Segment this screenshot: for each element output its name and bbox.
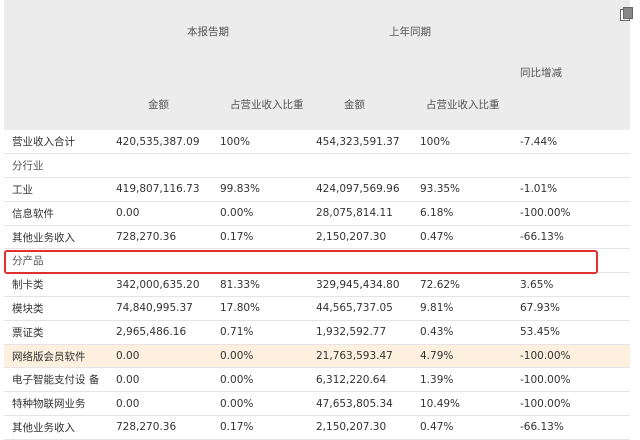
table-row: 特种物联网业务 0.00 0.00% 47,653,805.34 10.49% …	[4, 392, 630, 416]
table-row-highlighted: 网络版会员软件 0.00 0.00% 21,763,593.47 4.79% -…	[4, 344, 630, 368]
current-amount: 342,000,635.20	[116, 278, 200, 291]
current-ratio: 0.17%	[220, 421, 254, 434]
copy-icon[interactable]	[620, 7, 633, 21]
header-current-ratio: 占营业收入比重	[212, 84, 308, 130]
header-prior-period: 上年同期	[308, 0, 512, 84]
yoy-change: -66.13%	[520, 421, 564, 434]
prior-ratio: 6.18%	[420, 207, 454, 220]
prior-amount: 47,653,805.34	[316, 397, 393, 410]
current-amount: 2,965,486.16	[116, 326, 187, 339]
current-amount: 0.00	[116, 373, 140, 386]
header-row-groups: 本报告期 上年同期 同比增减	[4, 0, 630, 84]
table-row: 电子智能支付设 备 0.00 0.00% 6,312,220.64 1.39% …	[4, 368, 630, 392]
table-row: 制卡类 342,000,635.20 81.33% 329,945,434.80…	[4, 273, 630, 297]
row-label: 特种物联网业务	[12, 398, 86, 411]
header-current-amount: 金额	[108, 84, 212, 130]
section-label: 分产品	[12, 255, 44, 268]
header-blank	[4, 0, 108, 84]
row-label: 票证类	[12, 326, 44, 339]
prior-amount: 1,932,592.77	[316, 326, 387, 339]
prior-ratio: 4.79%	[412, 344, 512, 368]
prior-amount: 44,565,737.05	[316, 302, 393, 315]
header-blank-2	[4, 84, 108, 130]
yoy-change: 67.93%	[520, 302, 561, 315]
row-label: 工业	[12, 183, 33, 196]
prior-amount: 2,150,207.30	[316, 231, 387, 244]
table-row: 营业收入合计 420,535,387.09 100% 454,323,591.3…	[4, 130, 630, 154]
row-label: 电子智能支付设 备	[12, 374, 100, 387]
yoy-change: -100.00%	[520, 397, 571, 410]
row-label: 营业收入合计	[12, 136, 75, 149]
row-label: 模块类	[12, 302, 44, 315]
table-row: 模块类 74,840,995.37 17.80% 44,565,737.05 9…	[4, 297, 630, 321]
yoy-change: 3.65%	[520, 278, 554, 291]
yoy-change: -100.00%	[520, 373, 571, 386]
prior-amount: 424,097,569.96	[316, 183, 400, 196]
current-amount: 0.00	[108, 344, 212, 368]
current-amount: 728,270.36	[116, 421, 177, 434]
yoy-change: -100.00%	[520, 207, 571, 220]
current-amount: 420,535,387.09	[116, 135, 200, 148]
section-row: 分产品	[4, 249, 630, 273]
current-ratio: 0.00%	[220, 207, 254, 220]
row-label: 信息软件	[12, 207, 54, 220]
current-amount: 0.00	[116, 397, 140, 410]
yoy-change: -66.13%	[520, 231, 564, 244]
header-row-columns: 金额 占营业收入比重 金额 占营业收入比重	[4, 84, 630, 130]
yoy-change: 53.45%	[520, 326, 561, 339]
row-label: 网络版会员软件	[4, 344, 108, 368]
prior-ratio: 0.43%	[420, 326, 454, 339]
section-row: 分行业	[4, 154, 630, 178]
row-label: 制卡类	[12, 279, 44, 292]
yoy-change: -100.00%	[512, 344, 630, 368]
header-blank-3	[512, 84, 630, 130]
current-amount: 74,840,995.37	[116, 302, 193, 315]
table-row: 其他业务收入 728,270.36 0.17% 2,150,207.30 0.4…	[4, 416, 630, 440]
header-prior-ratio: 占营业收入比重	[412, 84, 512, 130]
table-row: 其他业务收入 728,270.36 0.17% 2,150,207.30 0.4…	[4, 225, 630, 249]
current-ratio: 99.83%	[220, 183, 261, 196]
row-label: 其他业务收入	[12, 421, 75, 434]
prior-ratio: 72.62%	[420, 278, 461, 291]
table-row: 信息软件 0.00 0.00% 28,075,814.11 6.18% -100…	[4, 201, 630, 226]
current-ratio: 17.80%	[220, 302, 261, 315]
prior-ratio: 93.35%	[420, 183, 461, 196]
current-ratio: 0.00%	[220, 397, 254, 410]
prior-amount: 28,075,814.11	[316, 207, 393, 220]
table-row: 票证类 2,965,486.16 0.71% 1,932,592.77 0.43…	[4, 320, 630, 345]
header-prior-amount: 金额	[308, 84, 412, 130]
prior-amount: 2,150,207.30	[316, 421, 387, 434]
header-current-period: 本报告期	[108, 0, 308, 84]
prior-amount: 21,763,593.47	[308, 344, 412, 368]
current-amount: 419,807,116.73	[116, 183, 200, 196]
current-amount: 728,270.36	[116, 231, 177, 244]
header-yoy: 同比增减	[512, 0, 630, 84]
current-ratio: 81.33%	[220, 278, 261, 291]
table-row: 工业 419,807,116.73 99.83% 424,097,569.96 …	[4, 178, 630, 202]
revenue-table: 本报告期 上年同期 同比增减 金额 占营业收入比重 金额 占营业收入比重 营业收…	[4, 0, 630, 440]
current-ratio: 0.00%	[220, 373, 254, 386]
prior-ratio: 100%	[420, 135, 451, 148]
row-label: 其他业务收入	[12, 231, 75, 244]
prior-ratio: 10.49%	[420, 397, 461, 410]
prior-ratio: 9.81%	[420, 302, 454, 315]
yoy-change: -1.01%	[520, 183, 558, 196]
yoy-change: -7.44%	[520, 135, 558, 148]
prior-amount: 329,945,434.80	[316, 278, 400, 291]
prior-ratio: 1.39%	[420, 373, 454, 386]
section-label: 分行业	[12, 160, 44, 173]
prior-amount: 6,312,220.64	[316, 373, 387, 386]
prior-ratio: 0.47%	[420, 421, 454, 434]
current-amount: 0.00	[116, 207, 140, 220]
current-ratio: 0.71%	[220, 326, 254, 339]
current-ratio: 100%	[220, 135, 251, 148]
current-ratio: 0.00%	[212, 344, 308, 368]
current-ratio: 0.17%	[220, 231, 254, 244]
prior-ratio: 0.47%	[420, 231, 454, 244]
prior-amount: 454,323,591.37	[316, 135, 400, 148]
